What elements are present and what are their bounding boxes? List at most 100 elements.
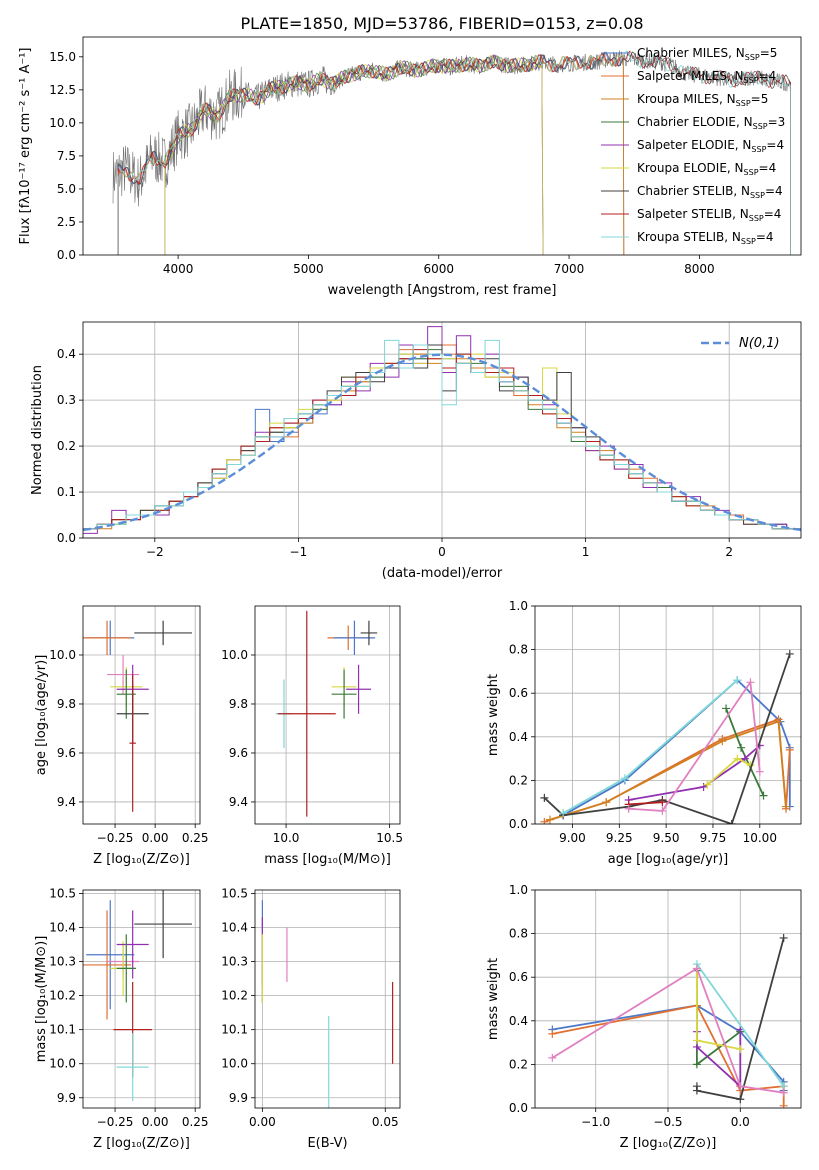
plus-marker bbox=[620, 774, 629, 783]
plus-marker bbox=[736, 1082, 745, 1091]
legend-label: Chabrier MILES, N bbox=[637, 46, 745, 60]
y-tick-label: 10.1 bbox=[221, 1023, 248, 1037]
y-tick-label: 0.8 bbox=[509, 643, 528, 657]
plot-area-mass-weight-vs-z bbox=[548, 933, 788, 1108]
x-tick-label: 0.0 bbox=[731, 1115, 750, 1129]
y-tick-label: 0.0 bbox=[57, 248, 76, 262]
plus-marker bbox=[755, 767, 764, 776]
legend-entry: Kroupa ELODIE, NSSP=4 bbox=[637, 161, 776, 177]
mass-weight-series bbox=[543, 653, 791, 824]
y-tick-label: 9.4 bbox=[229, 795, 248, 809]
figure-title: PLATE=1850, MJD=53786, FIBERID=0153, z=0… bbox=[240, 14, 643, 33]
y-tick-label: 15.0 bbox=[49, 50, 76, 64]
y-tick-label: 10.2 bbox=[221, 989, 248, 1003]
legend-entry: Chabrier MILES, NSSP=5 bbox=[637, 46, 777, 62]
plus-marker bbox=[548, 1053, 557, 1062]
x-axis-label: age [log₁₀(age/yr)] bbox=[608, 852, 729, 867]
y-tick-label: 0.8 bbox=[509, 927, 528, 941]
y-tick-label: 10.0 bbox=[221, 1057, 248, 1071]
plus-marker bbox=[718, 737, 727, 746]
legend-subscript: SSP bbox=[745, 53, 760, 62]
legend-label: Kroupa ELODIE, N bbox=[637, 161, 744, 175]
plot-area-age-vs-z bbox=[83, 620, 192, 812]
y-tick-label: 10.4 bbox=[49, 920, 76, 934]
plus-marker bbox=[658, 798, 667, 807]
plus-marker bbox=[779, 1101, 788, 1108]
y-axis-label: mass weight bbox=[486, 958, 501, 1040]
legend-subscript: SSP bbox=[750, 191, 765, 200]
y-tick-label: 0.1 bbox=[57, 485, 76, 499]
mass-weight-series bbox=[551, 967, 784, 1094]
y-tick-label: 9.8 bbox=[229, 697, 248, 711]
axes-frame bbox=[82, 605, 201, 825]
legend-entry: Kroupa MILES, NSSP=5 bbox=[637, 92, 768, 108]
x-tick-label: 5000 bbox=[293, 262, 324, 276]
plot-residual-histogram: −2 −1 0 1 2 0.0 0.1 0.2 0.3 0.4 (data-model)/error… bbox=[30, 321, 802, 581]
plot-area-mass-vs-z bbox=[83, 890, 192, 1102]
legend-tail: =4 bbox=[756, 230, 774, 244]
x-tick-label: 0.05 bbox=[372, 1115, 399, 1129]
legend-label: Chabrier ELODIE, N bbox=[637, 115, 753, 129]
x-axis-label: Z [log₁₀(Z/Z⊙)] bbox=[93, 1136, 190, 1151]
y-axis-label: Flux [fλ10⁻¹⁷ erg cm⁻² s⁻¹ A⁻¹] bbox=[18, 48, 33, 245]
y-tick-label: 0.0 bbox=[509, 1101, 528, 1115]
legend-entry: Salpeter STELIB, NSSP=4 bbox=[637, 207, 781, 223]
axes-frame bbox=[254, 605, 401, 825]
plot-area-age-vs-mass bbox=[275, 610, 378, 817]
legend-normal-label: N(0,1) bbox=[739, 336, 780, 351]
legend-label: Salpeter MILES, N bbox=[637, 69, 744, 83]
x-tick-label: 1 bbox=[582, 545, 590, 559]
y-axis-label: Normed distribution bbox=[30, 365, 45, 495]
plot-mass-weight-vs-age: 9.00 9.25 9.50 9.75 10.00 0.0 0.2 0.4 0.6 0.8 1.0 a… bbox=[486, 599, 802, 867]
plus-marker bbox=[692, 964, 701, 973]
legend-tail: =4 bbox=[759, 161, 777, 175]
legend-label: Kroupa STELIB, N bbox=[637, 230, 741, 244]
spectrum-model-line bbox=[117, 53, 625, 255]
x-axis-label: Z [log₁₀(Z/Z⊙)] bbox=[93, 852, 190, 867]
plus-marker bbox=[624, 804, 633, 813]
histogram-step-series bbox=[83, 339, 801, 538]
mass-weight-series bbox=[628, 801, 663, 806]
y-tick-label: 10.0 bbox=[49, 116, 76, 130]
plus-marker bbox=[733, 676, 742, 685]
x-tick-label: 10.0 bbox=[273, 831, 300, 845]
plus-marker bbox=[540, 793, 549, 802]
plot-area-mass-weight-vs-age bbox=[540, 649, 794, 824]
x-tick-label: 9.50 bbox=[653, 831, 680, 845]
y-tick-label: 10.1 bbox=[49, 1023, 76, 1037]
plus-marker bbox=[740, 754, 749, 763]
plus-marker bbox=[785, 649, 794, 658]
legend-subscript: SSP bbox=[741, 237, 756, 246]
plus-marker bbox=[785, 745, 794, 754]
legend-subscript: SSP bbox=[744, 168, 759, 177]
plus-marker bbox=[703, 780, 712, 789]
x-tick-label: 0.00 bbox=[142, 1115, 169, 1129]
x-tick-label: 0 bbox=[438, 545, 446, 559]
spectrum-model-line bbox=[117, 51, 625, 255]
plot-area-residual-histogram bbox=[83, 326, 801, 538]
legend-label: Salpeter ELODIE, N bbox=[637, 138, 751, 152]
plot-area-spectrum bbox=[112, 50, 791, 255]
plot-age-vs-z: −0.25 0.00 0.25 9.4 9.6 9.8 10.0 Z [log₁₀(Z/Z⊙)… bbox=[34, 605, 209, 867]
y-tick-label: 0.4 bbox=[509, 1014, 528, 1028]
legend-entry: Chabrier ELODIE, NSSP=3 bbox=[637, 115, 785, 131]
x-tick-label: 7000 bbox=[554, 262, 585, 276]
legend-tail: =4 bbox=[766, 138, 784, 152]
plot-mass-vs-z: −0.25 0.00 0.25 9.9 10.0 10.1 10.2 10.3 10.4 10.5… bbox=[34, 886, 209, 1151]
x-tick-label: −0.25 bbox=[97, 1115, 134, 1129]
y-tick-label: 9.6 bbox=[229, 746, 248, 760]
spectrum-model-line bbox=[117, 50, 791, 255]
plus-marker bbox=[602, 798, 611, 807]
y-tick-label: 0.3 bbox=[57, 393, 76, 407]
x-axis-label: wavelength [Angstrom, rest frame] bbox=[328, 283, 557, 298]
axes-frame bbox=[82, 321, 802, 539]
y-tick-label: 9.9 bbox=[57, 1091, 76, 1105]
plus-marker bbox=[727, 820, 736, 824]
mass-weight-series bbox=[628, 744, 761, 801]
y-axis-label: age [log₁₀(age/yr)] bbox=[34, 655, 49, 776]
y-tick-label: 2.5 bbox=[57, 215, 76, 229]
plus-marker bbox=[779, 1088, 788, 1097]
x-tick-label: 9.00 bbox=[559, 831, 586, 845]
x-tick-label: 0.00 bbox=[249, 1115, 276, 1129]
x-tick-label: −1.0 bbox=[581, 1115, 610, 1129]
